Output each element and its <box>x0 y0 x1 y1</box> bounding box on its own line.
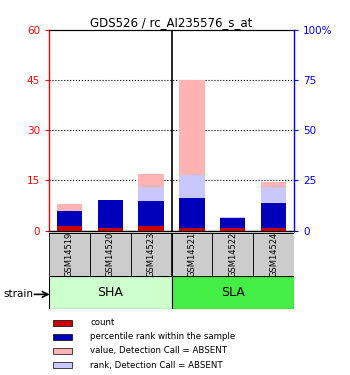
Bar <box>57 216 82 231</box>
Bar <box>139 174 164 231</box>
Text: value, Detection Call = ABSENT: value, Detection Call = ABSENT <box>90 346 228 355</box>
Text: GSM14520: GSM14520 <box>106 231 115 277</box>
Text: percentile rank within the sample: percentile rank within the sample <box>90 332 236 341</box>
Bar <box>261 203 286 228</box>
Bar <box>139 226 164 231</box>
Bar <box>131 232 172 276</box>
Bar <box>98 202 123 231</box>
Bar <box>261 182 286 231</box>
Bar <box>220 217 245 231</box>
Bar <box>54 320 72 326</box>
Bar <box>139 201 164 226</box>
Bar <box>220 217 245 231</box>
Bar <box>54 334 72 340</box>
Bar <box>179 80 204 231</box>
Bar <box>179 228 204 231</box>
Text: SLA: SLA <box>221 286 245 299</box>
Bar <box>220 228 245 231</box>
Bar <box>253 232 294 276</box>
Bar <box>172 276 294 309</box>
Title: GDS526 / rc_AI235576_s_at: GDS526 / rc_AI235576_s_at <box>90 16 253 29</box>
Text: GSM14523: GSM14523 <box>147 231 156 277</box>
Text: GSM14519: GSM14519 <box>65 231 74 277</box>
Bar <box>49 232 90 276</box>
Bar <box>212 232 253 276</box>
Bar <box>49 276 172 309</box>
Bar <box>261 228 286 231</box>
Text: strain: strain <box>4 290 34 299</box>
Text: count: count <box>90 318 115 327</box>
Bar <box>57 226 82 231</box>
Bar <box>57 211 82 226</box>
Bar <box>179 176 204 231</box>
Bar <box>54 362 72 368</box>
Bar <box>57 204 82 231</box>
Text: GSM14521: GSM14521 <box>187 231 196 277</box>
Text: rank, Detection Call = ABSENT: rank, Detection Call = ABSENT <box>90 361 223 370</box>
Bar <box>98 202 123 231</box>
Bar <box>98 228 123 231</box>
Bar <box>220 218 245 228</box>
Bar <box>261 187 286 231</box>
Bar <box>139 187 164 231</box>
Bar <box>172 232 212 276</box>
Text: GSM14524: GSM14524 <box>269 231 278 277</box>
Text: GSM14522: GSM14522 <box>228 231 237 277</box>
Bar <box>90 232 131 276</box>
Text: SHA: SHA <box>97 286 123 299</box>
Bar <box>98 200 123 228</box>
Bar <box>179 198 204 228</box>
Bar <box>54 348 72 354</box>
